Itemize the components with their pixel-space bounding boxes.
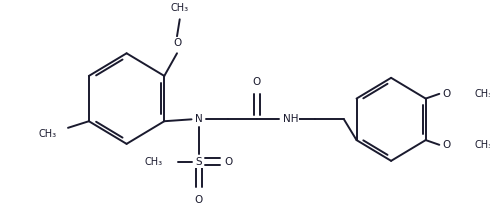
- Text: O: O: [442, 140, 451, 150]
- Text: O: O: [442, 89, 451, 99]
- Text: O: O: [224, 157, 233, 167]
- Text: CH₃: CH₃: [38, 129, 56, 139]
- Text: N: N: [195, 114, 203, 124]
- Text: O: O: [253, 77, 261, 87]
- Text: O: O: [173, 38, 181, 48]
- Text: CH₃: CH₃: [475, 89, 490, 99]
- Text: CH₃: CH₃: [475, 140, 490, 150]
- Text: CH₃: CH₃: [171, 3, 189, 13]
- Text: CH₃: CH₃: [145, 157, 163, 167]
- Text: O: O: [195, 195, 203, 205]
- Text: S: S: [196, 157, 202, 167]
- Text: NH: NH: [283, 114, 298, 124]
